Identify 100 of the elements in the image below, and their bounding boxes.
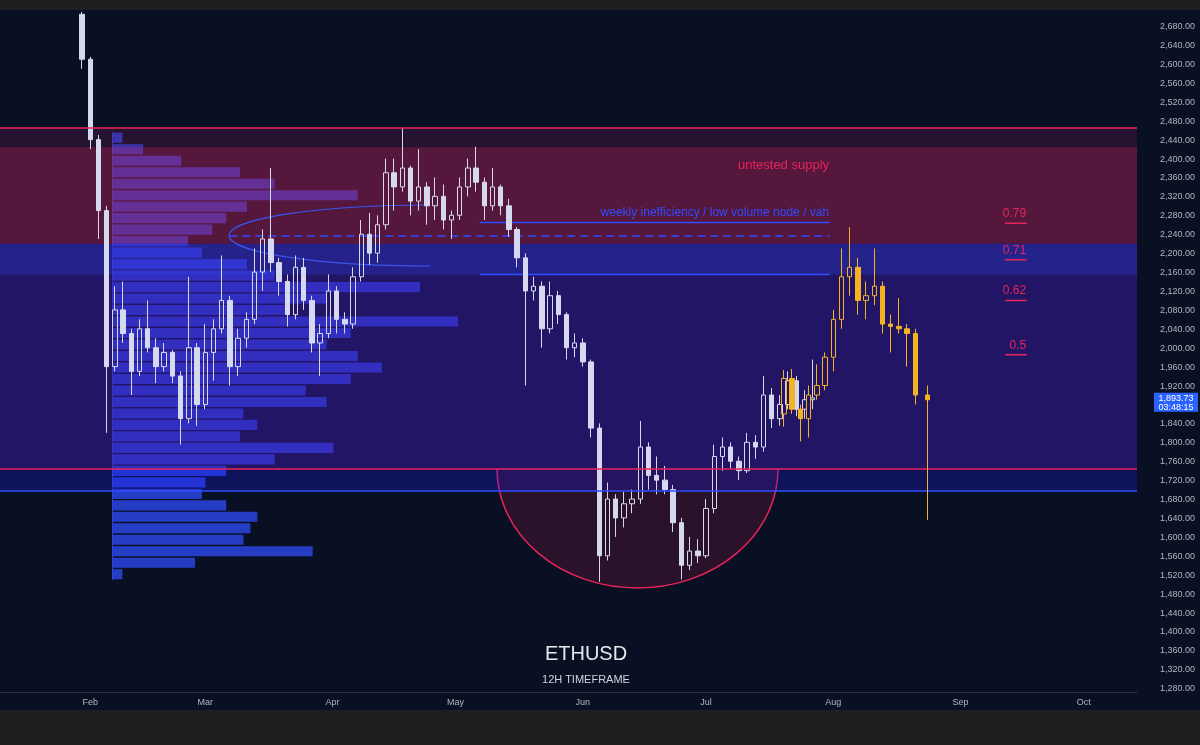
y-tick-label: 1,480.00 (1160, 588, 1196, 599)
candlestick (695, 538, 701, 564)
x-tick-label: Jun (575, 696, 591, 707)
series-label: 0.71 (1002, 242, 1027, 257)
y-tick-label: 1,640.00 (1160, 512, 1196, 523)
y-tick-label: 1,680.00 (1160, 494, 1196, 505)
candlestick (252, 247, 257, 325)
candlestick (473, 146, 479, 193)
candlestick (359, 219, 364, 283)
candlestick (654, 455, 659, 495)
x-tick-label: Oct (1076, 696, 1092, 707)
y-tick-label: 1,920.00 (1160, 380, 1196, 391)
candlestick (744, 432, 750, 474)
candlestick (880, 281, 885, 335)
candlestick (863, 281, 869, 320)
y-tick-label: 1,520.00 (1160, 569, 1196, 580)
x-tick-label: May (447, 696, 465, 707)
y-tick-label: 2,360.00 (1160, 172, 1196, 183)
candlestick (514, 226, 520, 268)
candlestick (810, 359, 815, 410)
candlestick (219, 255, 224, 335)
y-tick-label: 2,320.00 (1160, 191, 1196, 202)
candlestick (769, 387, 774, 429)
candlestick (416, 148, 421, 212)
candlestick (424, 181, 430, 226)
candlestick (449, 210, 454, 240)
series-label: weekly inefficiency / low volume node / vah (599, 205, 830, 220)
x-tick-label: Jul (700, 696, 712, 707)
candlestick (753, 434, 758, 460)
candlestick (806, 385, 811, 439)
y-tick-label: 1,840.00 (1160, 418, 1196, 429)
candlestick (712, 444, 717, 514)
candlestick (703, 498, 709, 559)
candlestick (847, 226, 852, 297)
y-tick-label: 2,600.00 (1160, 58, 1196, 69)
candlestick (913, 328, 918, 405)
series-label: 0.79 (1002, 206, 1027, 221)
candlestick (761, 375, 766, 453)
y-tick-label: 1,800.00 (1160, 437, 1196, 448)
candlestick (687, 536, 692, 571)
candlestick (839, 247, 844, 330)
candlestick (798, 403, 803, 442)
candlestick (260, 228, 265, 292)
candlestick (646, 441, 651, 491)
candlestick (564, 311, 569, 361)
candlestick (888, 314, 893, 353)
candlestick (400, 127, 405, 193)
candlestick (789, 368, 795, 415)
candlestick (408, 165, 413, 216)
y-tick-label: 2,040.00 (1160, 323, 1196, 334)
candlestick (441, 184, 446, 230)
candlestick (432, 176, 438, 221)
y-tick-label: 2,280.00 (1160, 210, 1196, 221)
y-tick-label: 1,560.00 (1160, 550, 1196, 561)
candlestick (556, 290, 561, 325)
candlestick (367, 212, 372, 266)
candlestick (728, 441, 733, 469)
candlestick (317, 323, 323, 377)
candlestick (375, 214, 380, 264)
candlestick (896, 297, 902, 335)
candlestick (588, 359, 594, 439)
candlestick (629, 489, 635, 514)
y-tick-label: 1,280.00 (1160, 683, 1196, 694)
candlestick (326, 273, 331, 339)
candlestick (490, 167, 495, 212)
y-tick-label: 1,320.00 (1160, 664, 1196, 675)
candlestick (235, 328, 241, 377)
text: 12H TIMEFRAME (542, 672, 630, 685)
candlestick (662, 465, 668, 495)
text: 1,893.73 03:48:15 (1158, 393, 1194, 413)
candlestick (203, 323, 208, 410)
candlestick (350, 266, 356, 330)
y-tick-label: 2,480.00 (1160, 115, 1196, 126)
candlestick (523, 252, 528, 387)
y-tick-label: 2,200.00 (1160, 248, 1196, 259)
candlestick (597, 422, 602, 583)
candlestick (720, 437, 725, 472)
y-tick-label: 1,440.00 (1160, 607, 1196, 618)
candlestick (572, 333, 577, 358)
candlestick (605, 482, 610, 562)
candlestick (872, 247, 877, 306)
candlestick (814, 363, 820, 401)
y-tick-label: 2,000.00 (1160, 342, 1196, 353)
y-tick-label: 2,560.00 (1160, 77, 1196, 88)
candlestick (539, 281, 545, 349)
candlestick (457, 176, 462, 221)
candlestick (391, 158, 397, 212)
x-tick-label: Mar (197, 696, 213, 707)
y-tick-label: 2,440.00 (1160, 134, 1196, 145)
candlestick (211, 318, 216, 382)
y-tick-label: 2,520.00 (1160, 96, 1196, 107)
candlestick (925, 385, 930, 521)
candlestick (276, 257, 282, 297)
band-label: untested supply (737, 157, 830, 173)
y-tick-label: 2,680.00 (1160, 21, 1196, 32)
x-tick-label: Aug (825, 696, 842, 707)
candlestick (822, 351, 828, 391)
y-tick-label: 1,360.00 (1160, 645, 1196, 656)
y-tick-label: 2,240.00 (1160, 229, 1196, 240)
y-tick-label: 1,600.00 (1160, 531, 1196, 542)
